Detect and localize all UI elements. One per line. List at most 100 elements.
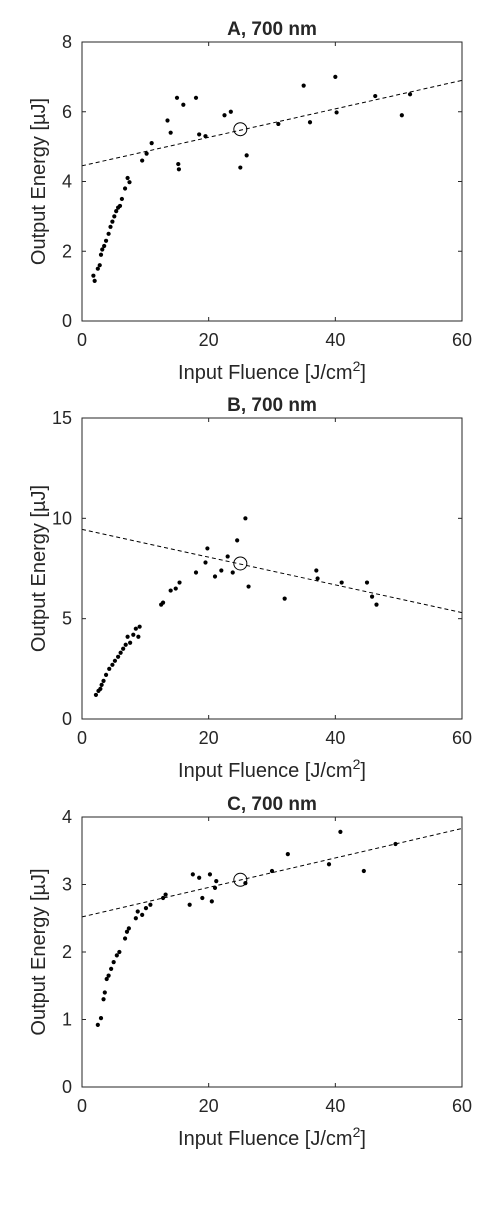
data-point	[104, 976, 109, 982]
y-tick-label: 4	[62, 172, 72, 192]
data-point	[338, 829, 343, 834]
data-point	[118, 650, 123, 655]
x-tick-label: 60	[452, 728, 472, 748]
data-point	[136, 634, 141, 639]
data-point	[98, 252, 104, 257]
data-point	[98, 686, 103, 692]
y-tick-label: 4	[62, 807, 72, 827]
data-point	[160, 600, 166, 605]
x-axis-label: Input Fluence [J/cm2]	[178, 358, 366, 384]
data-point	[238, 165, 243, 170]
data-point	[168, 588, 173, 593]
axes-box	[81, 417, 463, 720]
axes-box	[81, 816, 463, 1088]
data-point	[95, 1022, 100, 1027]
data-point	[143, 906, 149, 911]
data-point	[214, 879, 219, 884]
y-tick-label: 8	[62, 32, 72, 52]
y-tick-label: 0	[62, 311, 72, 331]
data-point	[228, 109, 233, 114]
y-tick-label: 2	[62, 942, 72, 962]
data-point	[197, 875, 202, 880]
data-point	[123, 642, 128, 647]
data-point	[334, 110, 339, 115]
y-tick-label: 15	[52, 408, 72, 428]
data-point	[111, 960, 116, 965]
data-point	[160, 895, 166, 901]
data-point	[181, 102, 186, 107]
data-point	[326, 862, 332, 867]
y-tick-label: 3	[62, 875, 72, 895]
data-point	[187, 902, 192, 907]
x-tick-label: 0	[77, 330, 87, 350]
y-tick-label: 0	[62, 709, 72, 729]
fit-line	[82, 79, 462, 167]
data-point	[314, 568, 319, 573]
data-point	[131, 632, 136, 637]
data-point	[128, 640, 133, 645]
data-point	[301, 83, 306, 88]
x-axis-label-superscript: 2	[353, 756, 361, 772]
chart-title: A, 700 nm	[227, 19, 317, 40]
data-point	[108, 224, 113, 229]
y-tick-label: 1	[62, 1010, 72, 1030]
x-axis-label-end: ]	[360, 362, 366, 384]
data-point	[110, 219, 115, 224]
data-point	[137, 624, 142, 629]
y-tick-label: 0	[62, 1077, 72, 1097]
x-axis-label-end: ]	[360, 1128, 366, 1150]
y-tick-label: 2	[62, 241, 72, 261]
data-point	[207, 872, 213, 877]
data-point	[174, 95, 180, 100]
data-point	[144, 151, 149, 156]
fit-line	[82, 528, 462, 614]
data-point	[276, 121, 281, 127]
data-point	[122, 936, 128, 941]
data-point	[333, 74, 338, 79]
x-tick-label: 60	[452, 330, 472, 350]
x-tick-label: 20	[199, 728, 219, 748]
data-point	[243, 516, 248, 521]
highlight-marker	[233, 122, 248, 137]
data-point	[112, 658, 118, 663]
y-axis-label: Output Energy [µJ]	[28, 868, 50, 1035]
data-point	[102, 990, 107, 995]
data-point	[114, 209, 119, 214]
data-point	[163, 892, 168, 897]
y-axis-label: Output Energy [µJ]	[28, 98, 50, 265]
data-point	[205, 546, 210, 551]
data-point	[364, 580, 370, 585]
data-point	[176, 161, 181, 167]
data-point	[92, 278, 97, 283]
y-tick-label: 6	[62, 102, 72, 122]
x-axis-label: Input Fluence [J/cm2]	[178, 1124, 366, 1150]
data-point	[399, 113, 404, 118]
x-tick-label: 0	[77, 728, 87, 748]
panel-b: B, 700 nm 0 20 40 60 0 5 10 15 Input Fluence [J/c…	[28, 395, 472, 782]
data-point	[393, 841, 398, 847]
y-axis-label: Output Energy [µJ]	[28, 485, 50, 652]
data-point	[212, 885, 218, 890]
data-point	[99, 682, 104, 687]
data-point	[117, 949, 122, 955]
y-tick-label: 10	[52, 508, 72, 528]
data-point	[165, 118, 170, 123]
x-tick-label: 20	[199, 330, 219, 350]
panel-a: A, 700 nm 0 20 40 60 0 2 4 6 8 Input Fluence [J/cm…	[28, 19, 472, 384]
data-point	[374, 602, 379, 607]
x-tick-label: 40	[325, 330, 345, 350]
data-point	[407, 92, 413, 97]
data-point	[101, 678, 106, 683]
x-axis-label: Input Fluence [J/cm2]	[178, 756, 366, 782]
x-tick-label: 40	[325, 1096, 345, 1116]
data-point	[149, 141, 154, 146]
data-point	[168, 130, 173, 135]
data-point	[246, 584, 251, 589]
data-point	[103, 238, 109, 243]
panel-c: C, 700 nm 0 20 40 60 0 1 2 3 4 Input Fluence [J/cm…	[28, 794, 472, 1150]
data-point	[140, 158, 145, 163]
x-axis-label-superscript: 2	[353, 1124, 361, 1140]
data-point	[102, 243, 107, 249]
data-point	[93, 692, 99, 698]
